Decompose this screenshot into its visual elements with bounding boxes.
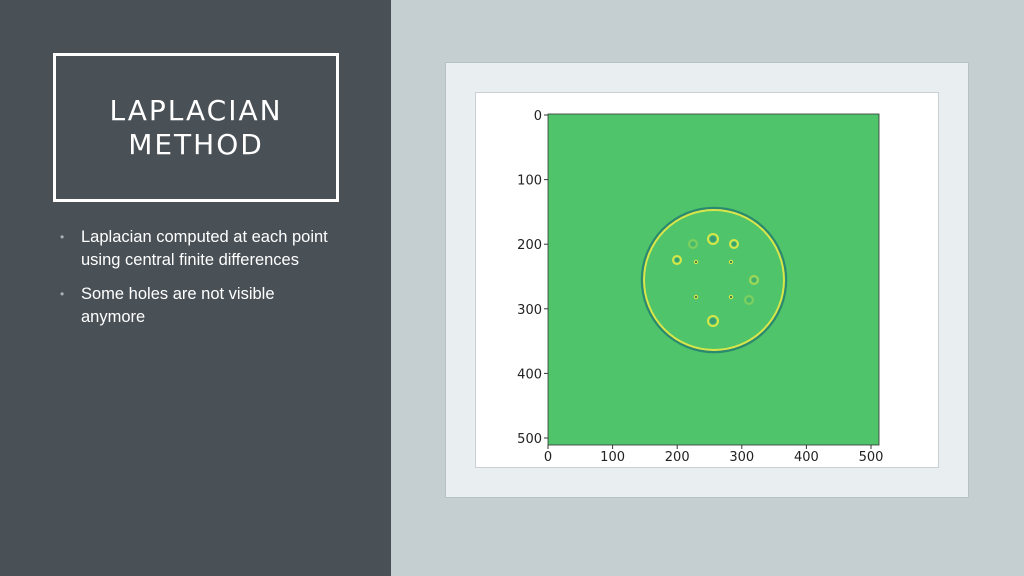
x-tick-label: 0 (544, 450, 552, 465)
y-tick-label: 0 (534, 109, 542, 124)
bullet-list: • Laplacian computed at each point using … (60, 226, 330, 340)
x-tick-label: 100 (600, 450, 625, 465)
hole-ring (672, 255, 682, 265)
hole-ring (707, 233, 719, 245)
bullet-item: • Some holes are not visible anymore (60, 283, 330, 329)
hole-ring (707, 315, 719, 327)
y-tick-label: 100 (517, 174, 542, 189)
x-tick-label: 500 (859, 450, 884, 465)
slide-title: LAPLACIAN METHOD (109, 94, 282, 162)
hole-ring (688, 239, 698, 249)
hole-ring (744, 295, 754, 305)
x-tick-label: 300 (729, 450, 754, 465)
bullet-text: Laplacian computed at each point using c… (81, 228, 328, 269)
hole-center (675, 258, 679, 262)
bullet-icon: • (60, 230, 65, 244)
hole-center (691, 242, 695, 246)
hole-center (747, 298, 751, 302)
disk-edge-dark (640, 206, 788, 354)
title-box: LAPLACIAN METHOD (53, 53, 339, 202)
bullet-icon: • (60, 287, 65, 301)
title-line-2: METHOD (128, 127, 264, 161)
hole-center (710, 236, 716, 242)
small-hole-center (730, 261, 732, 263)
holes (672, 233, 759, 327)
bullet-text: Some holes are not visible anymore (81, 285, 275, 326)
hole-ring (729, 239, 739, 249)
left-panel: LAPLACIAN METHOD • Laplacian computed at … (0, 0, 391, 576)
hole-ring (749, 275, 759, 285)
x-tick-label: 200 (665, 450, 690, 465)
y-tick-label: 300 (517, 303, 542, 318)
small-hole-center (695, 261, 697, 263)
title-line-1: LAPLACIAN (109, 93, 283, 127)
y-tick-label: 400 (517, 367, 542, 382)
x-tick-label: 400 (794, 450, 819, 465)
bullet-item: • Laplacian computed at each point using … (60, 226, 330, 272)
y-tick-label: 500 (517, 432, 542, 447)
small-hole-center (730, 296, 732, 298)
hole-center (752, 278, 756, 282)
small-hole-center (695, 296, 697, 298)
y-tick-label: 200 (517, 238, 542, 253)
hole-center (710, 318, 716, 324)
disk-edge-bright (643, 209, 785, 351)
image-area (547, 113, 880, 446)
hole-center (732, 242, 736, 246)
